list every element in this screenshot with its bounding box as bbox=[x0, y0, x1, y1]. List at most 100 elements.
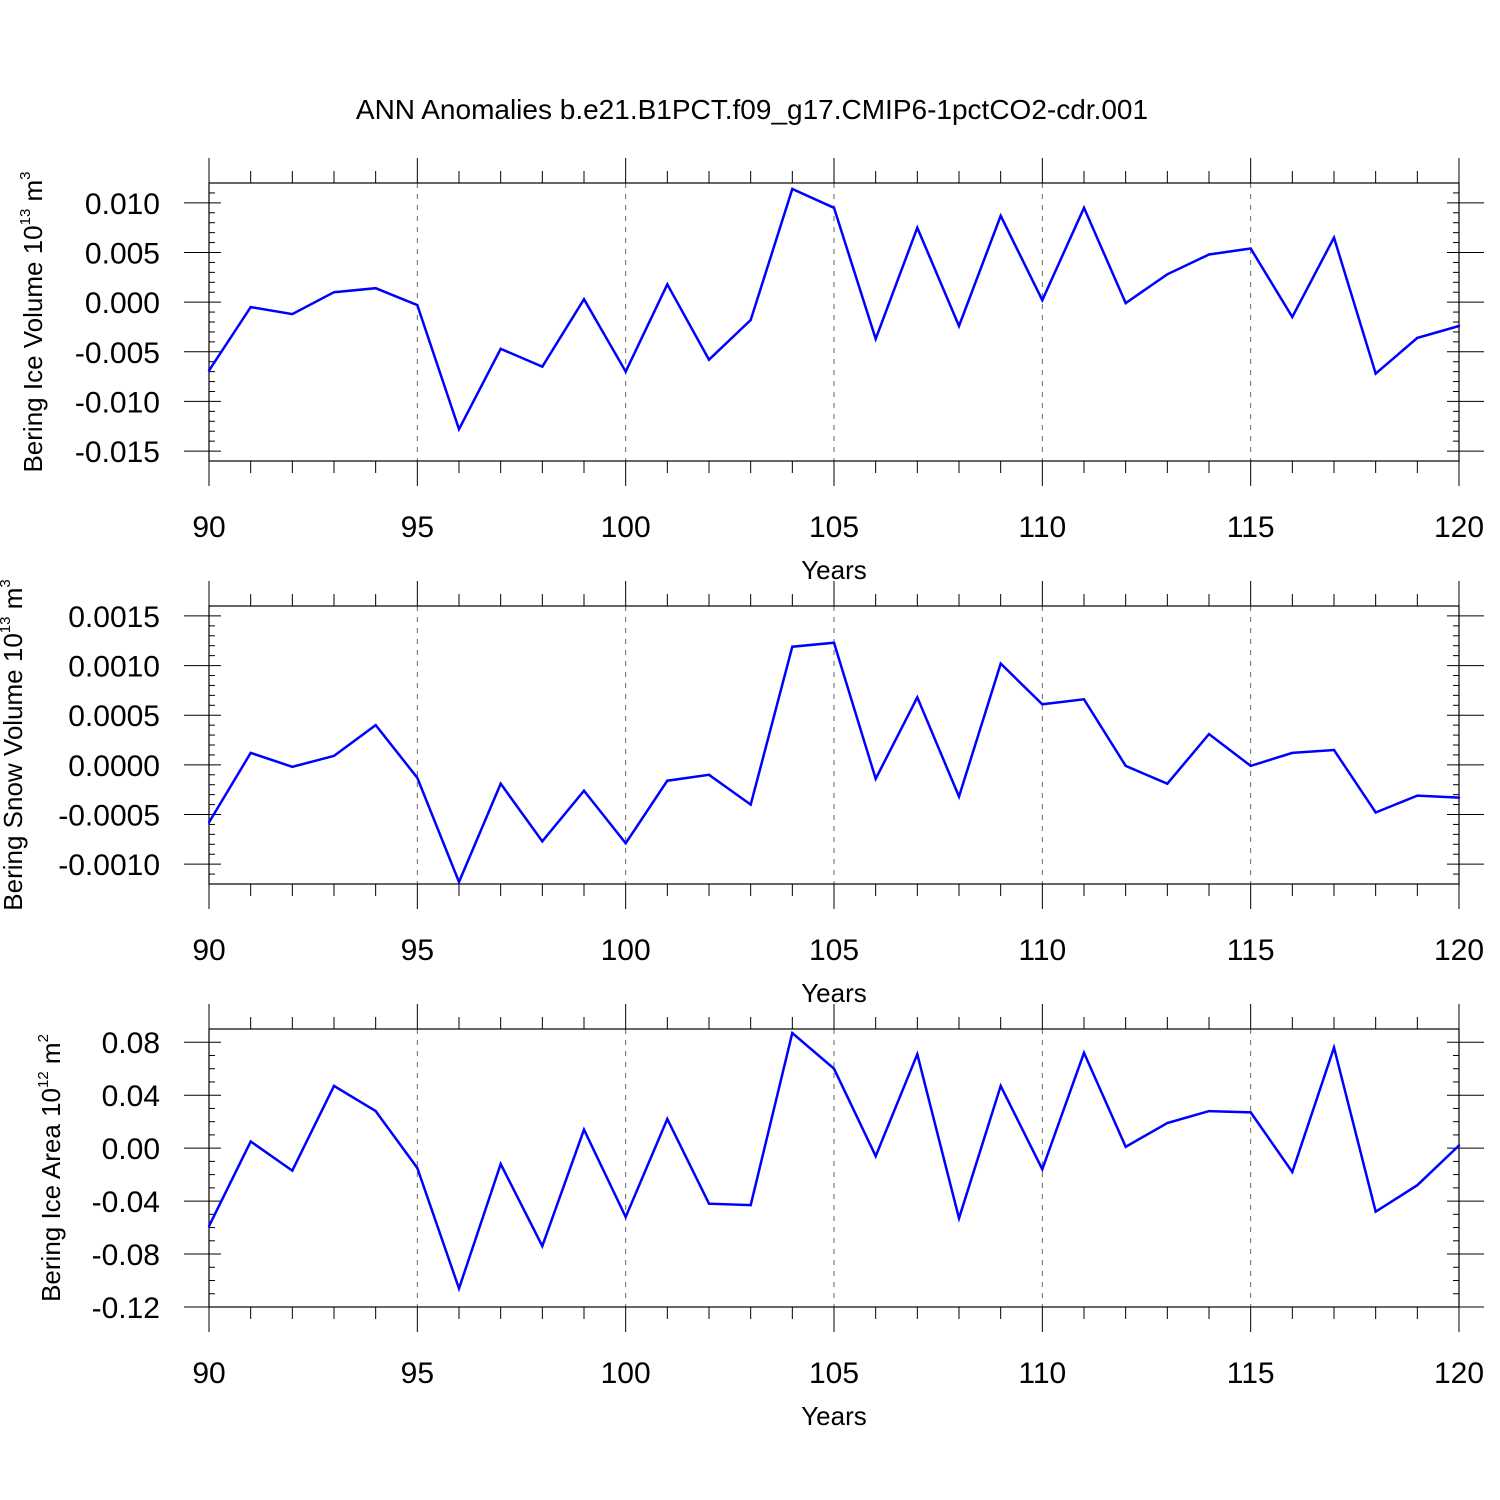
data-point bbox=[416, 776, 419, 779]
data-point bbox=[916, 1052, 919, 1056]
data-point bbox=[707, 358, 711, 361]
x-tick-label: 120 bbox=[1434, 511, 1484, 544]
data-point bbox=[1124, 301, 1127, 305]
data-point bbox=[1249, 764, 1252, 768]
x-tick-label: 105 bbox=[809, 934, 859, 967]
data-point bbox=[207, 1225, 211, 1228]
chart-title: ANN Anomalies b.e21.B1PCT.f09_g17.CMIP6-… bbox=[356, 94, 1148, 125]
x-tick-label: 105 bbox=[809, 511, 859, 544]
data-point bbox=[624, 842, 627, 845]
data-point bbox=[1332, 748, 1336, 752]
data-point bbox=[1041, 703, 1044, 706]
data-point bbox=[1166, 273, 1169, 276]
y-tick-label: 0.0000 bbox=[68, 750, 160, 783]
data-point bbox=[666, 1117, 669, 1121]
data-point bbox=[1249, 1111, 1252, 1114]
data-point bbox=[749, 1203, 752, 1207]
data-point bbox=[374, 1109, 377, 1113]
data-point bbox=[332, 1084, 336, 1088]
data-point bbox=[1207, 732, 1211, 736]
data-point bbox=[1124, 764, 1127, 768]
y-tick-label: -0.010 bbox=[75, 386, 160, 419]
x-tick-label: 110 bbox=[1018, 511, 1066, 544]
data-point bbox=[541, 365, 544, 368]
x-axis-label: Years bbox=[801, 1401, 867, 1431]
data-point bbox=[666, 779, 669, 782]
x-tick-label: 90 bbox=[192, 511, 225, 544]
data-point bbox=[707, 1202, 711, 1205]
panel-ice-volume: 90 95 100 105 110 115 120 Years 0.010 0.005 0.000 -… bbox=[17, 158, 1484, 585]
data-point bbox=[707, 773, 711, 776]
data-point bbox=[624, 1215, 627, 1219]
data-point bbox=[832, 1067, 836, 1070]
x-tick-label: 110 bbox=[1018, 1357, 1066, 1390]
data-point bbox=[249, 751, 252, 755]
data-point bbox=[291, 1169, 294, 1172]
data-point bbox=[999, 662, 1002, 665]
data-point bbox=[1041, 298, 1044, 302]
y-tick-label: 0.010 bbox=[85, 188, 160, 221]
data-point bbox=[582, 789, 586, 792]
y-tick-label: -0.015 bbox=[75, 436, 160, 469]
data-point bbox=[541, 1244, 544, 1248]
data-point bbox=[207, 369, 211, 372]
data-point bbox=[374, 287, 377, 290]
data-point bbox=[999, 1084, 1002, 1088]
y-tick-label: 0.005 bbox=[85, 238, 160, 271]
x-tick-label: 90 bbox=[192, 934, 225, 967]
data-point bbox=[1166, 1121, 1169, 1125]
x-axis-label: Years bbox=[801, 978, 867, 1008]
data-point bbox=[457, 428, 461, 431]
data-point bbox=[457, 1287, 461, 1290]
data-point bbox=[207, 821, 211, 824]
y-axis-label: Bering Snow Volume 1013 m3 bbox=[0, 579, 28, 910]
data-point bbox=[1457, 1144, 1461, 1147]
data-point bbox=[499, 782, 502, 785]
data-point bbox=[1332, 236, 1336, 239]
data-point bbox=[666, 283, 669, 286]
data-point bbox=[749, 803, 752, 806]
data-point bbox=[582, 1128, 586, 1131]
data-point bbox=[916, 696, 919, 699]
y-tick-label: 0.0015 bbox=[68, 601, 160, 634]
x-tick-label: 120 bbox=[1434, 1357, 1484, 1390]
x-tick-label: 115 bbox=[1227, 1357, 1275, 1390]
data-point bbox=[1207, 253, 1211, 256]
data-point bbox=[332, 754, 336, 758]
data-point bbox=[916, 226, 919, 229]
y-tick-label: 0.00 bbox=[102, 1133, 160, 1166]
data-point bbox=[957, 795, 961, 798]
x-tick-label: 120 bbox=[1434, 934, 1484, 967]
data-point bbox=[1416, 794, 1419, 797]
x-tick-label: 100 bbox=[601, 934, 651, 967]
data-point bbox=[1457, 796, 1461, 799]
x-tick-label: 95 bbox=[401, 1357, 434, 1390]
x-tick-label: 115 bbox=[1227, 511, 1275, 544]
data-point bbox=[791, 645, 794, 648]
panel-ice-area: 90 95 100 105 110 115 120 Years 0.08 0.04 0.00 -0.0… bbox=[35, 1004, 1484, 1431]
x-tick-label: 100 bbox=[601, 1357, 651, 1390]
data-point bbox=[499, 1162, 502, 1166]
data-point bbox=[749, 318, 752, 322]
data-point bbox=[957, 1217, 961, 1220]
data-point bbox=[291, 312, 294, 316]
data-point bbox=[499, 347, 502, 351]
data-point bbox=[1374, 372, 1377, 375]
data-point bbox=[1166, 782, 1169, 785]
plot-frame bbox=[208, 182, 1460, 462]
data-point bbox=[957, 324, 961, 328]
data-point bbox=[1332, 1046, 1336, 1049]
x-axis-label: Years bbox=[801, 555, 867, 585]
y-tick-label: 0.0005 bbox=[68, 700, 160, 733]
data-point bbox=[541, 840, 544, 843]
data-point bbox=[1291, 315, 1294, 319]
y-tick-label: -0.0010 bbox=[58, 849, 160, 882]
y-axis-label: Bering Ice Area 1012 m2 bbox=[35, 1034, 66, 1302]
data-point bbox=[1291, 751, 1294, 755]
x-tick-label: 115 bbox=[1227, 934, 1275, 967]
data-point bbox=[1416, 1184, 1419, 1187]
data-point bbox=[874, 1154, 877, 1158]
y-tick-label: -0.12 bbox=[92, 1292, 160, 1325]
data-point bbox=[1457, 324, 1461, 328]
